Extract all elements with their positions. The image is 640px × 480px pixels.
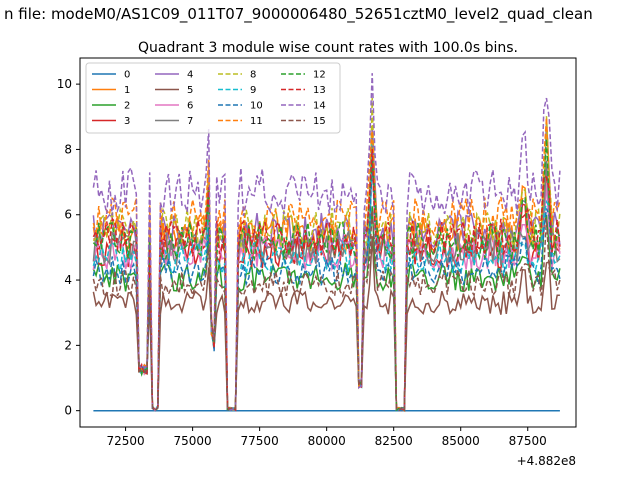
x-tick-label: 80000: [308, 434, 346, 448]
y-tick-label: 8: [64, 142, 72, 156]
figure-suptitle: n file: modeM0/AS1C09_011T07_9000006480_…: [4, 5, 593, 24]
series-layer: [92, 73, 561, 413]
y-tick-label: 0: [64, 404, 72, 418]
legend-label-6: 6: [187, 101, 193, 112]
series-line-14: [92, 73, 561, 412]
series-line-8: [92, 97, 561, 412]
legend-label-10: 10: [250, 101, 263, 112]
legend-label-15: 15: [313, 116, 326, 127]
x-tick-label: 75000: [174, 434, 212, 448]
x-tick-label: 82500: [375, 434, 413, 448]
y-tick-label: 4: [64, 273, 72, 287]
y-tick-label: 6: [64, 208, 72, 222]
series-line-10: [92, 161, 561, 412]
legend-label-13: 13: [313, 85, 326, 96]
legend-label-12: 12: [313, 70, 326, 81]
series-line-11: [92, 117, 561, 412]
legend-label-0: 0: [124, 70, 130, 81]
legend-label-14: 14: [313, 101, 326, 112]
series-line-5: [92, 236, 560, 412]
x-tick-label: 85000: [442, 434, 480, 448]
y-tick-label: 2: [64, 338, 72, 352]
series-line-15: [92, 210, 561, 412]
x-tick-label: 87500: [509, 434, 547, 448]
legend-label-9: 9: [250, 85, 256, 96]
x-tick-label: 77500: [241, 434, 279, 448]
series-line-12: [92, 139, 561, 412]
legend-label-4: 4: [187, 70, 193, 81]
legend-label-1: 1: [124, 85, 130, 96]
axes-layer: 72500 75000 77500 80000 82500 85000 87500 0 2 4 6 8…: [57, 57, 577, 448]
legend-box: [85, 62, 341, 134]
legend-label-8: 8: [250, 70, 256, 81]
legend-label-11: 11: [250, 116, 263, 127]
y-tick-label: 10: [57, 77, 72, 91]
x-tick-label: 72500: [106, 434, 144, 448]
legend-label-2: 2: [124, 101, 130, 112]
legend-label-3: 3: [124, 116, 130, 127]
x-offset-label: +4.882e8: [517, 454, 576, 468]
series-line-13: [92, 148, 561, 412]
legend-label-7: 7: [187, 116, 193, 127]
axes-frame: [79, 57, 577, 428]
chart-title: Quadrant 3 module wise count rates with …: [138, 40, 518, 56]
legend-label-5: 5: [187, 85, 193, 96]
series-line-2: [92, 206, 561, 412]
